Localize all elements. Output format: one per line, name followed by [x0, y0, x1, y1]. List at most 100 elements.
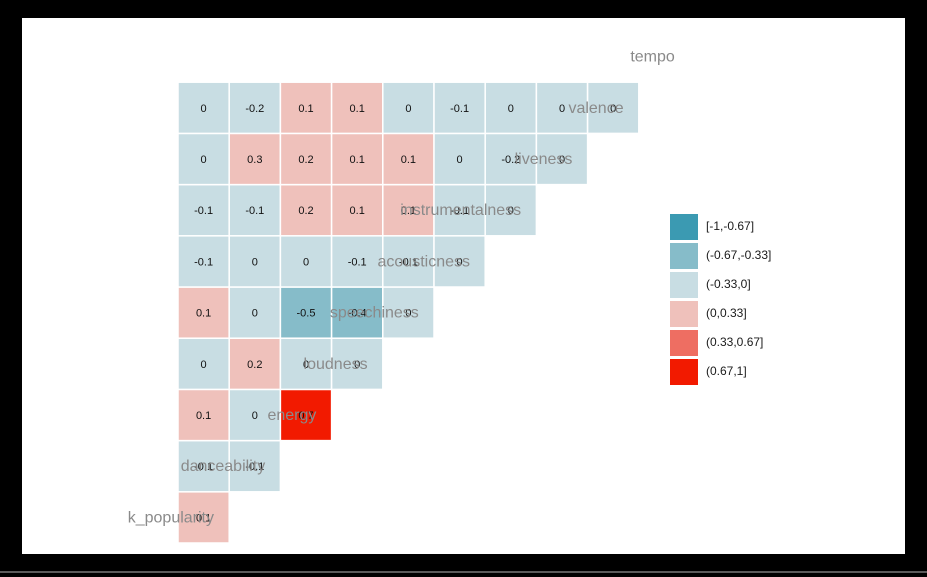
heatmap-cell	[228, 183, 282, 237]
cell-value-label: 0	[457, 256, 463, 268]
window-bottom-edge	[0, 571, 927, 573]
variable-label: valence	[568, 100, 623, 117]
cell-value-label: 0.3	[247, 154, 262, 166]
cell-value-label: 0.1	[196, 512, 211, 524]
heatmap-cell	[433, 132, 486, 186]
heatmap-cell	[177, 132, 230, 186]
heatmap-cell	[177, 439, 230, 493]
variable-label: liveness	[515, 151, 573, 168]
cell-value-label: 0	[201, 359, 207, 371]
heatmap-cell	[330, 183, 384, 237]
legend-label: (0,0.33]	[706, 306, 747, 320]
legend-swatch	[670, 301, 698, 327]
legend-swatch	[670, 330, 698, 356]
cell-value-label: -0.1	[450, 103, 469, 115]
heatmap-cell	[228, 286, 282, 339]
cell-value-label: -0.4	[348, 308, 367, 320]
legend-label: (-0.67,-0.33]	[706, 248, 772, 262]
cell-value-label: 0.2	[298, 205, 313, 217]
cell-value-label: 0	[610, 103, 616, 115]
heatmap-cell	[433, 183, 486, 237]
cell-value-label: 0.1	[298, 103, 313, 115]
heatmap-cell	[330, 337, 384, 391]
cell-value-label: 0	[201, 103, 207, 115]
cell-value-label: 0	[303, 256, 309, 268]
cell-value-label: 0	[559, 103, 565, 115]
heatmap-cells	[177, 81, 640, 544]
cell-value-label: 0	[201, 154, 207, 166]
cell-value-label: 0.1	[401, 154, 416, 166]
heatmap-cell	[330, 81, 384, 135]
cell-value-label: 0	[405, 308, 411, 320]
cell-value-label: 0	[303, 359, 309, 371]
variable-labels: k_popularity danceability energy loudness sp…	[128, 49, 675, 527]
legend-item: (0,0.33]	[670, 301, 830, 327]
cell-value-label: 0	[354, 359, 360, 371]
legend-swatch	[670, 272, 698, 298]
heatmap-cell	[228, 81, 282, 135]
variable-label: acousticness	[378, 253, 471, 270]
variable-label: danceability	[181, 458, 266, 475]
cell-value-label: -0.2	[245, 103, 264, 115]
variable-label: loudness	[304, 356, 368, 373]
cell-value-label: -0.1	[194, 205, 213, 217]
cell-value-label: 0	[559, 154, 565, 166]
cell-value-label: -0.1	[450, 205, 469, 217]
heatmap-cell	[484, 183, 538, 237]
heatmap-cell	[382, 286, 435, 339]
heatmap-cell	[586, 81, 640, 135]
cell-value-label: -0.5	[297, 308, 316, 320]
variable-label: tempo	[630, 49, 675, 66]
legend-item: (-0.33,0]	[670, 272, 830, 298]
cell-value-label: 0	[457, 154, 463, 166]
cell-value-label: 0.1	[350, 103, 365, 115]
chart-panel: 0.1 -0.1 -0.1 0.1 0 0.7 0 0.2 0 0 0.1 0 -0.5 -0.4 0 -0.…	[22, 18, 905, 554]
cell-value-label: 0	[252, 256, 258, 268]
heatmap-cell	[177, 235, 230, 288]
heatmap-cell	[330, 235, 384, 288]
heatmap-cell	[177, 491, 230, 544]
cell-value-label: -0.1	[245, 205, 264, 217]
cell-value-label: 0.1	[401, 205, 416, 217]
cell-value-label: 0	[508, 103, 514, 115]
heatmap-cell	[382, 235, 435, 288]
cell-value-label: 0.1	[350, 154, 365, 166]
heatmap-value-labels: 0.1 -0.1 -0.1 0.1 0 0.7 0 0.2 0 0 0.1 0 -0.5 -0.4 0 -0.…	[194, 103, 616, 525]
legend-swatch	[670, 243, 698, 269]
cell-value-label: 0.2	[247, 359, 262, 371]
cell-value-label: -0.1	[194, 256, 213, 268]
cell-value-label: 0	[508, 205, 514, 217]
correlation-heatmap: 0.1 -0.1 -0.1 0.1 0 0.7 0 0.2 0 0 0.1 0 -0.5 -0.4 0 -0.…	[128, 49, 675, 544]
legend-item: (0.67,1]	[670, 359, 830, 385]
heatmap-cell	[177, 337, 230, 391]
cell-value-label: -0.1	[399, 256, 418, 268]
heatmap-cell	[535, 132, 589, 186]
legend-label: (0.67,1]	[706, 364, 747, 378]
variable-label: instrumentalness	[400, 202, 521, 219]
cell-value-label: -0.1	[348, 256, 367, 268]
heatmap-cell	[484, 132, 538, 186]
cell-value-label: 0.2	[298, 154, 313, 166]
legend-label: (-0.33,0]	[706, 277, 751, 291]
cell-value-label: 0.7	[298, 410, 313, 422]
legend-item: (0.33,0.67]	[670, 330, 830, 356]
variable-label: speechiness	[330, 305, 419, 322]
legend-swatch	[670, 214, 698, 240]
heatmap-cell	[177, 81, 230, 135]
heatmap-cell	[228, 337, 282, 391]
cell-value-label: 0.1	[196, 308, 211, 320]
heatmap-cell	[228, 235, 282, 288]
heatmap-cell	[433, 81, 486, 135]
heatmap-cell	[279, 286, 333, 339]
cell-value-label: -0.1	[194, 461, 213, 473]
heatmap-cell	[279, 388, 333, 442]
legend-item: (-0.67,-0.33]	[670, 243, 830, 269]
heatmap-cell	[228, 388, 282, 442]
legend-swatch	[670, 359, 698, 385]
legend-label: (0.33,0.67]	[706, 335, 764, 349]
cell-value-label: 0.1	[350, 205, 365, 217]
cell-value-label: 0	[405, 103, 411, 115]
cell-value-label: -0.1	[245, 461, 264, 473]
variable-label: energy	[267, 407, 316, 424]
